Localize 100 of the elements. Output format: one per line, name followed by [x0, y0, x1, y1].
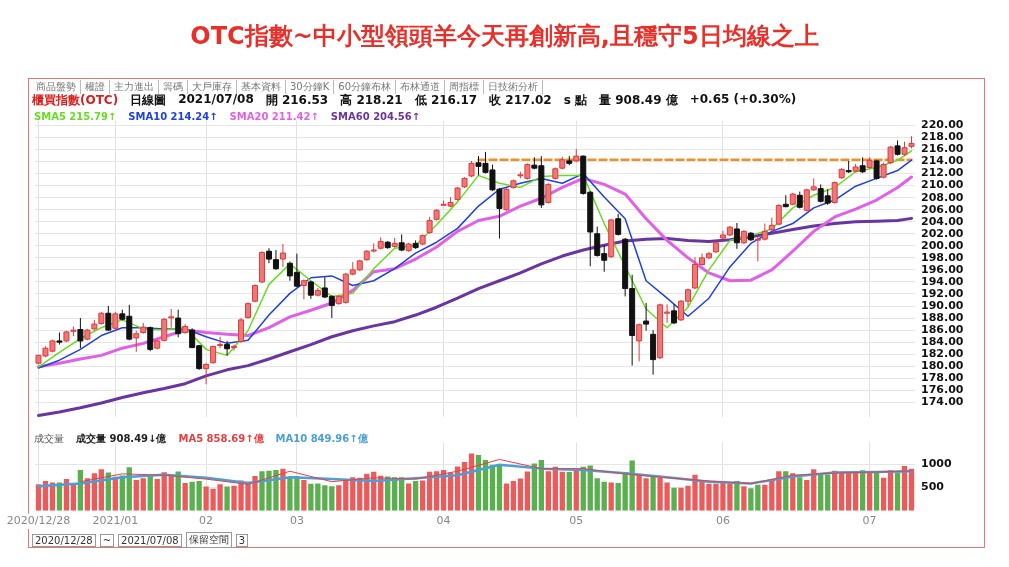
bar: [301, 479, 307, 511]
chart-title: 成交量: [34, 432, 64, 446]
text: 低 216.17: [414, 92, 478, 109]
y-tick-label: 176.00: [921, 383, 964, 397]
bar: [566, 472, 572, 511]
y-tick-label: 194.00: [921, 274, 964, 288]
y-tick-label: 198.00: [921, 250, 964, 264]
text: 2020/12/28: [32, 533, 96, 547]
bar: [224, 486, 230, 511]
bar: [496, 464, 503, 511]
y-tick-label: 190.00: [921, 298, 964, 312]
bar: [412, 480, 419, 511]
text: 大戶庫存: [188, 80, 237, 94]
bar: [573, 469, 579, 511]
y-tick-label: 200.00: [921, 238, 964, 252]
bar: [873, 472, 880, 511]
bar: [880, 477, 887, 511]
bar: [524, 471, 531, 511]
bar: [671, 487, 677, 511]
bar: [797, 477, 803, 511]
x-tick-label: 02: [199, 514, 214, 528]
y-tick-label: 218.00: [921, 130, 964, 144]
chart-title: OTC指數~中小型領頭羊今天再創新高,且穩守5日均線之上: [189, 21, 820, 52]
y-tick-label: 220.00: [921, 118, 964, 132]
text: 籌碼: [159, 80, 188, 94]
bar: [517, 478, 524, 511]
bar: [329, 486, 335, 511]
x-tick-label: 04: [436, 514, 451, 528]
y-tick-label: 210.00: [921, 178, 964, 192]
bar: [866, 472, 873, 511]
text: 開 216.53: [265, 92, 329, 109]
y-tick-label: 212.00: [921, 166, 964, 180]
bar: [336, 485, 342, 511]
y-tick-label: 186.00: [921, 322, 964, 336]
x-tick-label: 03: [289, 514, 304, 528]
y-tick-label: 178.00: [921, 371, 964, 385]
text: 權證: [81, 80, 110, 94]
bar: [343, 480, 349, 511]
text: 周指標: [445, 80, 485, 94]
bar: [734, 480, 740, 511]
x-tick-label: 05: [569, 514, 584, 528]
y-tick-label: 214.00: [921, 154, 964, 168]
bar: [762, 484, 768, 511]
text: 收 217.02: [489, 92, 552, 109]
text: 日線圖: [130, 92, 167, 109]
bar: [825, 474, 831, 511]
y-tick-label: 196.00: [921, 262, 964, 276]
bar: [182, 483, 188, 511]
bar: [559, 471, 565, 511]
text: SMA5 215.79↑: [34, 111, 117, 122]
y-tick-label: 500: [921, 480, 945, 494]
y-tick-label: 206.00: [921, 202, 964, 216]
bar: [594, 478, 600, 511]
text: 主力進出: [110, 80, 159, 94]
text: 成交量 908.49↓億: [76, 432, 167, 446]
y-tick-label: 204.00: [921, 214, 964, 228]
x-tick-label: 06: [715, 514, 730, 528]
y-tick-label: 202.00: [921, 226, 964, 240]
text: 2021/07/08: [118, 533, 182, 547]
bar: [818, 474, 824, 511]
text: 3: [235, 533, 249, 547]
bar: [406, 483, 412, 511]
bar: [741, 486, 747, 511]
bar: [133, 479, 139, 511]
y-tick-label: 188.00: [921, 310, 964, 324]
text: 2021/07/08: [178, 92, 254, 108]
text: 布林通道: [396, 80, 446, 94]
y-tick-label: 216.00: [921, 142, 964, 156]
text: MA5 858.69↑億: [178, 432, 264, 446]
bar: [419, 480, 426, 511]
y-tick-label: 184.00: [921, 335, 964, 349]
text: 櫃買指數(OTC): [32, 92, 119, 109]
text: MA10 849.96↑億: [275, 432, 368, 446]
x-tick-label: 07: [862, 514, 877, 528]
text: SMA60 204.56↑: [330, 111, 421, 122]
bar: [608, 482, 614, 511]
text: 高 218.21: [340, 92, 403, 109]
text: 30分鐘K: [286, 80, 335, 94]
text: SMA10 214.24↑: [128, 111, 218, 122]
bar: [140, 478, 146, 511]
bar: [503, 483, 510, 511]
bar: [615, 483, 621, 511]
y-tick-label: 180.00: [921, 359, 964, 373]
text: s 點: [563, 92, 587, 109]
text: 日技術分析: [484, 80, 544, 94]
x-tick-label: 2020/12/28: [6, 514, 71, 528]
bar: [894, 472, 901, 511]
bar: [510, 480, 517, 511]
bar: [280, 468, 286, 511]
text: ~: [99, 533, 115, 547]
x-tick-label: 2021/01: [92, 514, 139, 528]
y-tick-label: 192.00: [921, 286, 964, 300]
y-tick-label: 182.00: [921, 347, 964, 361]
text: SMA20 211.42↑: [229, 111, 319, 122]
bar: [650, 475, 656, 511]
text: +0.65 (+0.30%): [689, 92, 797, 108]
y-tick-label: 174.00: [921, 395, 964, 409]
text: 60分鐘布林: [334, 80, 397, 94]
bar: [601, 481, 607, 511]
bar: [804, 479, 810, 511]
